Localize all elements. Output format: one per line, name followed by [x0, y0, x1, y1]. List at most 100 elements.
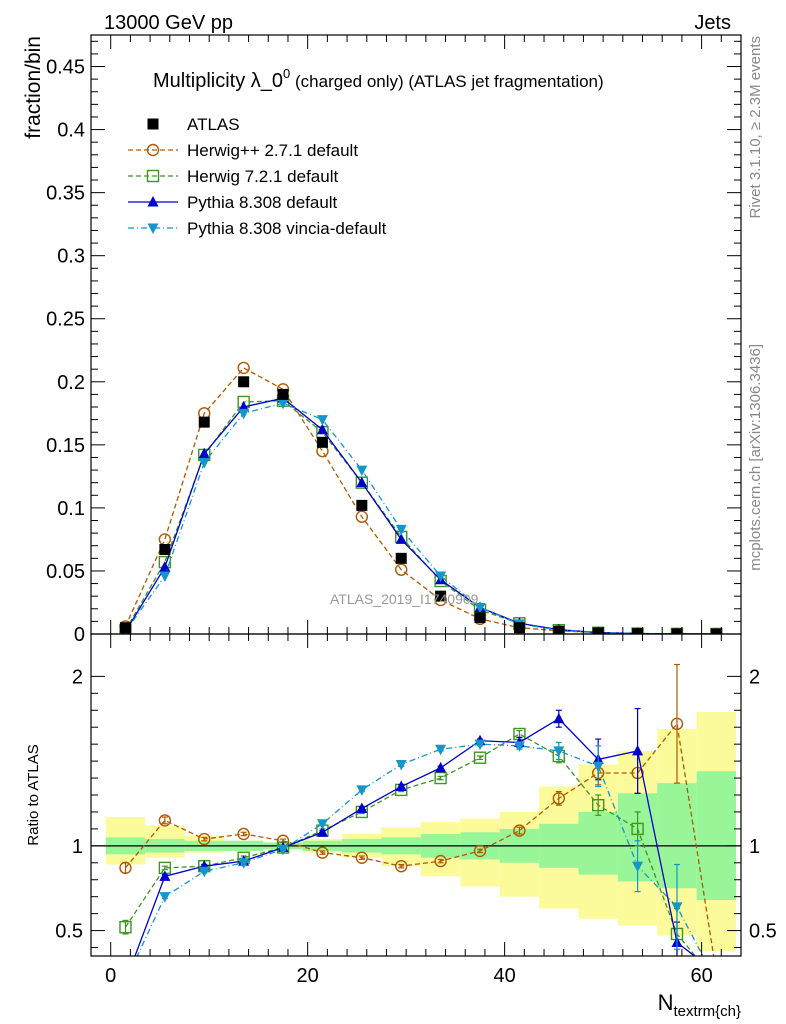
- data-point: [277, 398, 289, 410]
- ratio-point: [395, 859, 408, 873]
- ratio-point: [670, 717, 684, 731]
- legend-label: Pythia 8.308 default: [187, 193, 338, 212]
- legend-marker: [147, 196, 159, 207]
- data-point: [395, 524, 407, 536]
- ratio-point: [119, 920, 132, 934]
- ratio-panel: 0.5 0.51 12 20 20 40 60 Ratio to ATLAS Ntextrm…: [25, 633, 777, 1020]
- ratio-series-pythia-8-308-default: [120, 707, 696, 986]
- rivet-label: Rivet 3.1.10, ≥ 2.3M events: [747, 36, 764, 219]
- data-point: [316, 423, 328, 435]
- mcplots-label: mcplots.cern.ch [arXiv:1306.3436]: [747, 344, 764, 571]
- ratio-series-pythia-8-308-vincia-default: [120, 739, 704, 988]
- y-tick-label: 0.15: [46, 435, 85, 457]
- main-ylabel: fraction/bin: [22, 36, 45, 139]
- y-tick-label: 0.3: [57, 246, 85, 268]
- x-tick-label: 40: [494, 965, 516, 987]
- data-point: [198, 447, 210, 459]
- ratio-y-tick-label: 1: [72, 836, 83, 858]
- ratio-point: [553, 746, 565, 757]
- ratio-point: [552, 792, 566, 805]
- legend-label: Pythia 8.308 vincia-default: [187, 219, 387, 238]
- legend-marker: [146, 143, 160, 157]
- ratio-point: [355, 851, 369, 864]
- data-point: [356, 499, 368, 511]
- ratio-y-tick-label: 0.5: [749, 921, 777, 943]
- ratio-point: [434, 854, 447, 868]
- data-point: [159, 561, 171, 572]
- ratio-point: [316, 819, 328, 830]
- data-point: [119, 622, 131, 634]
- ratio-point: [159, 892, 171, 903]
- ratio-point: [198, 866, 210, 878]
- data-point: [277, 388, 289, 400]
- data-point: [474, 603, 486, 614]
- legend: ATLAS Herwig++ 2.7.1 default Herwig 7.2.1 …: [128, 115, 387, 238]
- ratio-point: [120, 977, 131, 988]
- main-panel: 0 0.05 0.1 0.15 0.2 0.25 0.3 0.35 0.4 0.45 Multip…: [22, 34, 742, 646]
- y-tick-label: 0.1: [57, 498, 85, 520]
- ratio-point: [632, 744, 644, 756]
- data-point: [592, 627, 604, 634]
- ratio-point: [434, 771, 447, 785]
- ratio-axes: 0.5 0.51 12 20 20 40 60: [55, 634, 777, 987]
- main-axes: 0 0.05 0.1 0.15 0.2 0.25 0.3 0.35 0.4 0.45: [46, 35, 741, 646]
- ratio-xlabel-main: N: [658, 990, 674, 1015]
- y-tick-label: 0.25: [46, 309, 85, 331]
- clipped-layer: [91, 711, 741, 951]
- ratio-plot-area: [119, 663, 715, 988]
- data-point: [395, 563, 408, 576]
- data-point: [198, 416, 210, 428]
- band-stat: [696, 771, 737, 901]
- ratio-y-tick-label: 2: [749, 666, 760, 688]
- data-point: [198, 457, 210, 469]
- data-point: [513, 622, 525, 634]
- data-point: [395, 552, 407, 564]
- ratio-point: [159, 870, 171, 881]
- ratio-point: [316, 846, 329, 859]
- legend-marker: [146, 169, 160, 183]
- data-point: [671, 628, 683, 634]
- main-title-main: Multiplicity λ_0: [153, 70, 283, 92]
- watermark: ATLAS_2019_I1740909: [330, 591, 479, 607]
- ratio-point: [316, 826, 328, 837]
- ratio-point: [513, 741, 525, 752]
- data-point: [238, 408, 250, 420]
- ratio-point: [473, 844, 487, 858]
- data-point: [316, 415, 328, 426]
- header-right: Jets: [694, 12, 731, 34]
- y-tick-label: 0.05: [46, 561, 85, 583]
- y-tick-label: 0.35: [46, 183, 85, 205]
- ratio-y-tick-label: 2: [72, 666, 83, 688]
- ratio-line: [124, 722, 715, 956]
- data-point: [159, 571, 171, 582]
- data-point: [435, 590, 447, 602]
- y-tick-label: 0.4: [57, 120, 85, 142]
- ratio-point: [473, 751, 487, 764]
- y-tick-label: 0.45: [46, 57, 85, 79]
- x-tick-label: 0: [105, 965, 116, 987]
- series-line: [124, 397, 717, 634]
- ratio-point: [237, 827, 250, 841]
- ratio-point: [238, 858, 250, 869]
- legend-label: ATLAS: [187, 115, 240, 134]
- ratio-point: [356, 785, 368, 796]
- ratio-ylabel: Ratio to ATLAS: [25, 744, 42, 845]
- ratio-point: [120, 975, 131, 986]
- data-point: [553, 625, 565, 634]
- clipped-layer: [119, 663, 715, 988]
- ratio-bands: [91, 711, 741, 951]
- series-atlas: [119, 376, 722, 634]
- ratio-line: [136, 743, 704, 956]
- ratio-point: [395, 759, 407, 771]
- data-point: [356, 465, 368, 477]
- data-point: [474, 612, 486, 624]
- main-title-rest: (charged only) (ATLAS jet fragmentation): [290, 72, 603, 91]
- ratio-point: [435, 744, 447, 756]
- ratio-point: [553, 712, 565, 724]
- ratio-point: [356, 802, 368, 814]
- data-point: [159, 544, 171, 556]
- legend-label: Herwig++ 2.7.1 default: [187, 141, 358, 160]
- data-point: [395, 533, 407, 544]
- band-stat: [578, 811, 618, 875]
